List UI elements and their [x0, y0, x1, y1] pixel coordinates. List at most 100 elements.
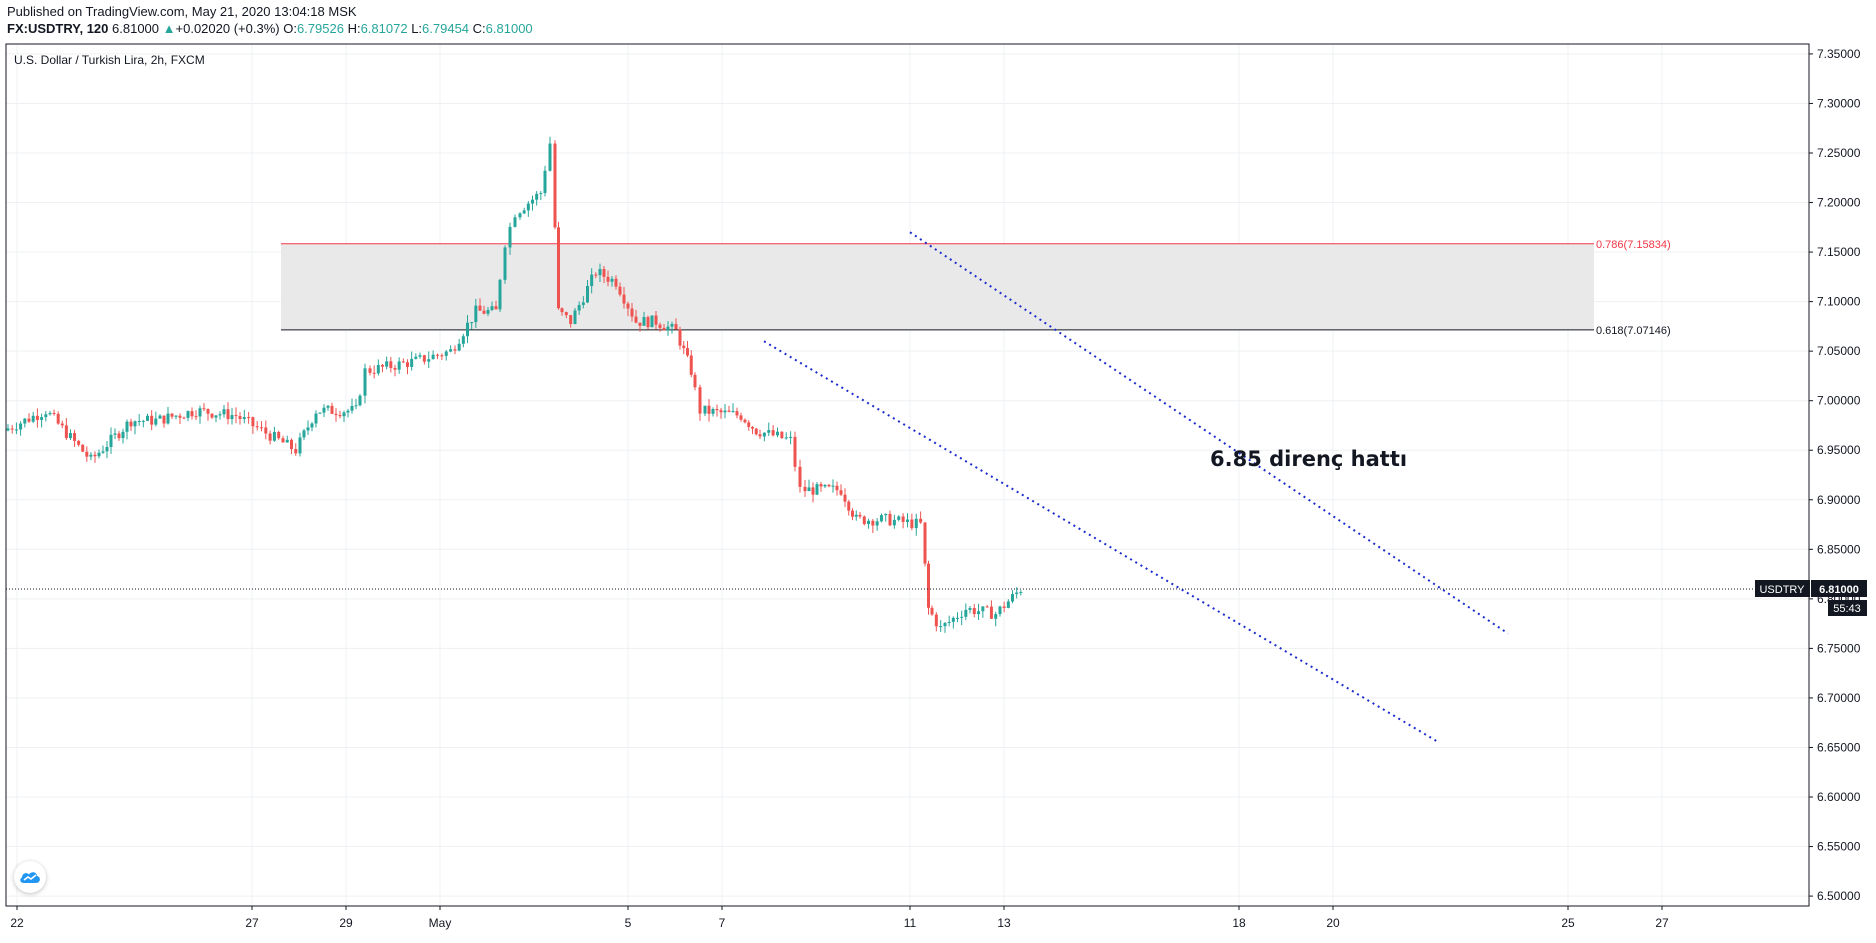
candle-body: [218, 414, 222, 416]
candle-body: [513, 217, 517, 227]
candle-body: [376, 365, 380, 374]
candle-body: [758, 434, 762, 437]
candle-body: [346, 410, 350, 413]
candle-body: [210, 413, 214, 418]
candle-body: [125, 421, 129, 432]
candle-body: [618, 286, 622, 295]
candle-body: [56, 413, 60, 424]
candle-body: [776, 431, 779, 436]
candle-body: [674, 324, 678, 330]
candle-body: [875, 521, 879, 526]
candle-body: [793, 436, 797, 467]
tradingview-cloud-icon[interactable]: [14, 861, 46, 893]
candle-body: [48, 413, 52, 415]
candle-body: [767, 430, 771, 433]
candle-body: [251, 417, 255, 427]
candle-body: [1002, 606, 1006, 608]
candle-body: [1015, 592, 1019, 595]
candle-body: [719, 410, 723, 413]
candle-body: [727, 410, 731, 412]
candle-body: [989, 606, 993, 619]
candle-body: [150, 415, 154, 425]
candle-body: [994, 614, 998, 619]
x-tick-label: 18: [1232, 916, 1246, 930]
candle-body: [638, 322, 642, 326]
candle-body: [682, 345, 686, 349]
candle-body: [453, 349, 457, 351]
candle-body: [154, 418, 158, 425]
candle-body: [281, 438, 285, 443]
candle-body: [654, 315, 658, 325]
candle-body: [985, 606, 989, 608]
candle-body: [658, 324, 662, 328]
candle-body: [436, 354, 439, 356]
high-value: 6.81072: [360, 21, 408, 36]
candle-body: [581, 302, 585, 305]
high-label: H:: [347, 21, 361, 36]
candle-body: [158, 415, 162, 419]
candle-body: [526, 203, 530, 211]
candle-body: [73, 433, 77, 441]
candle-body: [389, 361, 393, 368]
countdown-timer: 55:43: [1833, 603, 1861, 615]
resistance-annotation[interactable]: 6.85 direnç hattı: [1210, 447, 1407, 471]
candle-body: [182, 417, 186, 419]
candle-body: [178, 415, 182, 418]
candle-body: [914, 518, 918, 529]
y-tick-label: 6.60000: [1817, 790, 1861, 804]
candle-body: [977, 611, 981, 615]
y-tick-label: 6.75000: [1817, 641, 1861, 655]
grid-lines: [6, 44, 1809, 906]
candle-body: [598, 269, 602, 276]
candle-body: [260, 427, 263, 429]
price-tag-price-box: [1811, 580, 1867, 597]
x-tick-label: 27: [1655, 916, 1669, 930]
candle-body: [610, 278, 614, 282]
candle-body: [951, 617, 955, 622]
y-tick-label: 7.15000: [1817, 245, 1861, 259]
candle-body: [594, 274, 598, 276]
candle-body: [494, 306, 498, 310]
price-tag: USDTRY 6.81000 55:43: [1755, 580, 1867, 616]
candle-body: [466, 322, 469, 337]
candle-body: [202, 408, 206, 410]
candle-body: [807, 487, 811, 492]
candle-body: [64, 425, 68, 439]
x-tick-label: 29: [339, 916, 353, 930]
candle-body: [879, 515, 883, 522]
time-axis: 222729May57111318202527Jun381015: [10, 906, 1669, 930]
candle-body: [393, 367, 397, 370]
candle-body: [630, 308, 634, 317]
candle-body: [811, 487, 815, 495]
candle-body: [662, 327, 666, 331]
candle-body: [162, 415, 166, 424]
candle-body: [427, 359, 431, 362]
candle-body: [939, 626, 943, 628]
candle-body: [170, 413, 174, 417]
price-tag-price: 6.81000: [1819, 584, 1859, 596]
candle-body: [89, 454, 93, 457]
candle-body: [602, 269, 606, 277]
y-tick-label: 7.00000: [1817, 394, 1861, 408]
candle-body: [354, 405, 358, 407]
candle-body: [923, 522, 927, 564]
candle-body: [934, 614, 938, 627]
candle-body: [363, 368, 367, 396]
candle-body: [518, 213, 522, 218]
candle-body: [670, 324, 674, 327]
candle-body: [226, 409, 230, 420]
candle-body: [474, 305, 478, 323]
candle-body: [798, 466, 802, 487]
candle-body: [358, 395, 362, 406]
candle-body: [285, 439, 289, 443]
candle-body: [93, 454, 97, 457]
y-tick-label: 6.55000: [1817, 840, 1861, 854]
y-tick-label: 6.65000: [1817, 740, 1861, 754]
price-tag-symbol-box: [1755, 580, 1810, 597]
candle-body: [431, 354, 435, 360]
candle-body: [31, 415, 35, 422]
fib-label: 0.618(7.07146): [1596, 325, 1671, 337]
candle-body: [121, 431, 125, 439]
channel-lower: [763, 340, 1440, 744]
